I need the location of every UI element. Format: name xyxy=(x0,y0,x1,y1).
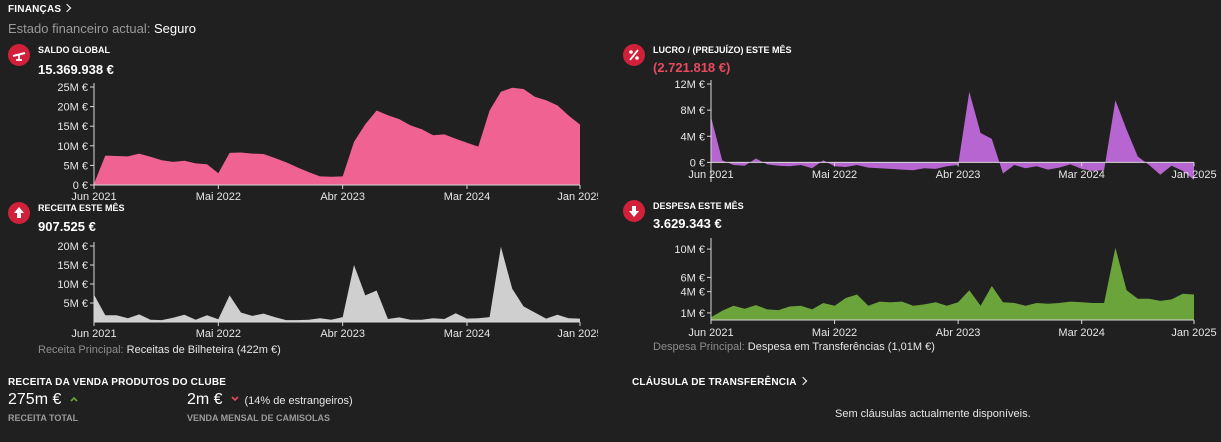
profit-y-tick-label: 8M € xyxy=(681,105,705,117)
balance-x-tick-label: Jun 2021 xyxy=(71,191,116,202)
balance-y-tick-label: 10M € xyxy=(57,141,88,153)
profit-chart: 12M € 8M € 4M € 0 €Jun 2021 Mai 2022 Abr 2023… xyxy=(674,79,1217,182)
transfer-title-label: CLÁUSULA DE TRANSFERÊNCIA xyxy=(632,377,797,388)
merch-monthly-value: 2m € xyxy=(187,391,223,408)
balance-y-tick-label: 0 € xyxy=(73,180,88,192)
profit-x-tick-label: Mai 2022 xyxy=(812,169,857,181)
income-value: 907.525 € xyxy=(38,219,96,234)
profit-label: LUCRO / (PREJUÍZO) ESTE MÊS xyxy=(653,45,792,55)
balance-y-tick-label: 5M € xyxy=(64,160,88,172)
expense-footnote-label: Despesa Principal: xyxy=(653,341,745,353)
profit-series-area xyxy=(711,91,1194,180)
income-x-tick-label: Abr 2023 xyxy=(320,328,365,340)
profit-y-tick-label: 4M € xyxy=(681,131,705,143)
expense-x-tick-label: Mar 2024 xyxy=(1058,327,1104,339)
profit-badge xyxy=(623,44,645,66)
profit-y-tick-label: 0 € xyxy=(690,157,705,169)
expense-x-tick-label: Jan 2025 xyxy=(1171,327,1216,339)
expense-y-tick-label: 10M € xyxy=(674,244,705,256)
balance-y-tick-label: 15M € xyxy=(57,121,88,133)
income-x-tick-label: Jan 2025 xyxy=(557,328,598,340)
financial-status: Estado financeiro actual: Seguro xyxy=(8,21,196,36)
balance-chart: 25M € 20M € 15M € 10M € 5M € 0 €Jun 2021 Mai 2… xyxy=(57,82,598,202)
balance-label: SALDO GLOBAL xyxy=(38,45,110,55)
expense-label: DESPESA ESTE MÊS xyxy=(653,201,744,211)
balance-y-tick-label: 25M € xyxy=(57,82,88,94)
merch-monthly-label: VENDA MENSAL DE CAMISOLAS xyxy=(187,413,331,423)
income-footnote: Receita Principal: Receitas de Bilheteir… xyxy=(38,344,281,356)
finances-title[interactable]: FINANÇAS xyxy=(8,3,72,15)
balance-badge xyxy=(8,44,30,66)
chevron-right-icon xyxy=(798,376,807,386)
balance-x-tick-label: Jan 2025 xyxy=(557,191,598,202)
expense-series-area xyxy=(711,247,1194,320)
financial-status-value: Seguro xyxy=(154,21,196,36)
merch-monthly-note: (14% de estrangeiros) xyxy=(244,395,353,407)
balance-x-tick-label: Mar 2024 xyxy=(444,191,490,202)
finances-title-label: FINANÇAS xyxy=(8,4,62,15)
income-series-area xyxy=(94,246,580,322)
income-y-tick-label: 10M € xyxy=(57,279,88,291)
income-label: RECEITA ESTE MÊS xyxy=(38,203,125,213)
transfer-empty-message: Sem cláusulas actualmente disponíveis. xyxy=(835,408,1031,420)
balance-y-tick-label: 20M € xyxy=(57,102,88,114)
financial-status-label: Estado financeiro actual: xyxy=(8,21,151,36)
expense-footnote: Despesa Principal: Despesa em Transferên… xyxy=(653,341,935,353)
balance-x-tick-label: Mai 2022 xyxy=(196,191,241,202)
profit-x-tick-label: Jan 2025 xyxy=(1171,169,1216,181)
arrow-up-icon xyxy=(14,207,24,218)
expense-y-tick-label: 6M € xyxy=(681,272,705,284)
transfer-title[interactable]: CLÁUSULA DE TRANSFERÊNCIA xyxy=(632,376,807,388)
profit-x-tick-label: Mar 2024 xyxy=(1058,169,1104,181)
merch-monthly: 2m € (14% de estrangeiros) xyxy=(187,391,353,409)
expense-x-tick-label: Abr 2023 xyxy=(936,327,981,339)
expense-y-tick-label: 4M € xyxy=(681,287,705,299)
income-x-tick-label: Mar 2024 xyxy=(444,328,490,340)
merch-total: 275m € xyxy=(8,391,79,409)
balance-value: 15.369.938 € xyxy=(38,62,114,77)
scale-icon xyxy=(12,52,26,61)
chevron-right-icon xyxy=(63,3,72,13)
balance-series-area xyxy=(94,87,580,185)
trend-down-icon xyxy=(231,396,239,402)
trend-up-icon xyxy=(70,396,78,402)
income-y-tick-label: 15M € xyxy=(57,260,88,272)
arrow-down-icon xyxy=(629,206,639,217)
income-footnote-value: Receitas de Bilheteira (422m €) xyxy=(126,344,281,356)
merch-title: RECEITA DA VENDA PRODUTOS DO CLUBE xyxy=(8,377,227,388)
income-y-tick-label: 20M € xyxy=(57,241,88,253)
income-chart: 20M € 15M € 10M € 5M € Jun 2021 Mai 2022 Abr 2… xyxy=(57,241,598,340)
income-y-tick-label: 5M € xyxy=(64,298,88,310)
expense-footnote-value: Despesa em Transferências (1,01M €) xyxy=(747,341,935,353)
income-x-tick-label: Mai 2022 xyxy=(196,328,241,340)
income-badge xyxy=(8,202,30,224)
income-footnote-label: Receita Principal: xyxy=(38,344,124,356)
expense-y-tick-label: 1M € xyxy=(681,308,705,320)
merch-total-label: RECEITA TOTAL xyxy=(8,413,79,423)
percent-icon xyxy=(629,49,639,61)
expense-value: 3.629.343 € xyxy=(653,216,722,231)
expense-x-tick-label: Jun 2021 xyxy=(688,327,733,339)
balance-x-tick-label: Abr 2023 xyxy=(320,191,365,202)
merch-total-value: 275m € xyxy=(8,391,62,408)
profit-y-tick-label: 12M € xyxy=(674,79,705,91)
income-x-tick-label: Jun 2021 xyxy=(71,328,116,340)
profit-x-tick-label: Abr 2023 xyxy=(936,169,981,181)
expense-chart: 10M € 6M € 4M € 1M € Jun 2021 Mai 2022 Abr 202… xyxy=(674,238,1217,339)
expense-x-tick-label: Mai 2022 xyxy=(812,327,857,339)
profit-x-tick-label: Jun 2021 xyxy=(688,169,733,181)
profit-value: (2.721.818 €) xyxy=(653,60,731,75)
expense-badge xyxy=(623,200,645,222)
